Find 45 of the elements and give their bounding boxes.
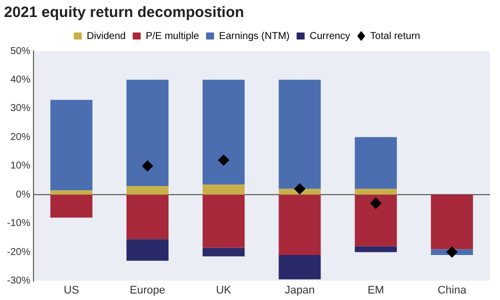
y-tick-label: 0% [16,189,30,200]
legend-label: Total return [370,30,420,42]
chart-title: 2021 equity return decomposition [4,4,244,22]
point [294,183,306,194]
x-tick-label: Europe [130,284,166,296]
legend-label: Dividend [86,30,126,42]
point [446,246,458,258]
x-tick-label: Japan [284,284,315,296]
bar [354,137,397,189]
legend-label: Earnings (NTM) [219,30,290,42]
x-tick-label: US [64,284,80,296]
bar [278,194,321,255]
bar [126,239,169,261]
point [142,160,154,172]
bar [278,254,321,280]
x-tick-label: UK [216,284,232,296]
bar [126,186,169,195]
y-tick-label: -30% [6,276,30,287]
bar [202,248,245,256]
legend-label: Currency [310,30,350,42]
legend-label: P/E multiple [146,30,200,42]
x-tick-label: EM [368,284,384,296]
point [370,198,382,209]
bar [354,188,397,195]
bar [126,194,169,240]
bar [126,80,169,186]
bar [430,194,473,250]
bar [354,246,397,252]
bar [50,100,92,190]
y-tick-label: 50% [10,46,30,57]
bar [50,194,92,218]
bar [278,80,321,189]
bar [202,194,245,248]
y-tick-label: 30% [10,103,30,114]
y-tick-label: 10% [10,160,30,172]
bar [50,190,92,195]
y-tick-label: -20% [6,246,30,258]
y-tick-label: -10% [6,218,30,230]
bar [202,184,245,195]
y-tick-label: 40% [10,74,30,86]
y-tick-label: 20% [10,132,30,143]
bar [202,80,245,185]
point [218,154,230,166]
x-tick-label: China [438,284,468,296]
bar [354,194,397,246]
